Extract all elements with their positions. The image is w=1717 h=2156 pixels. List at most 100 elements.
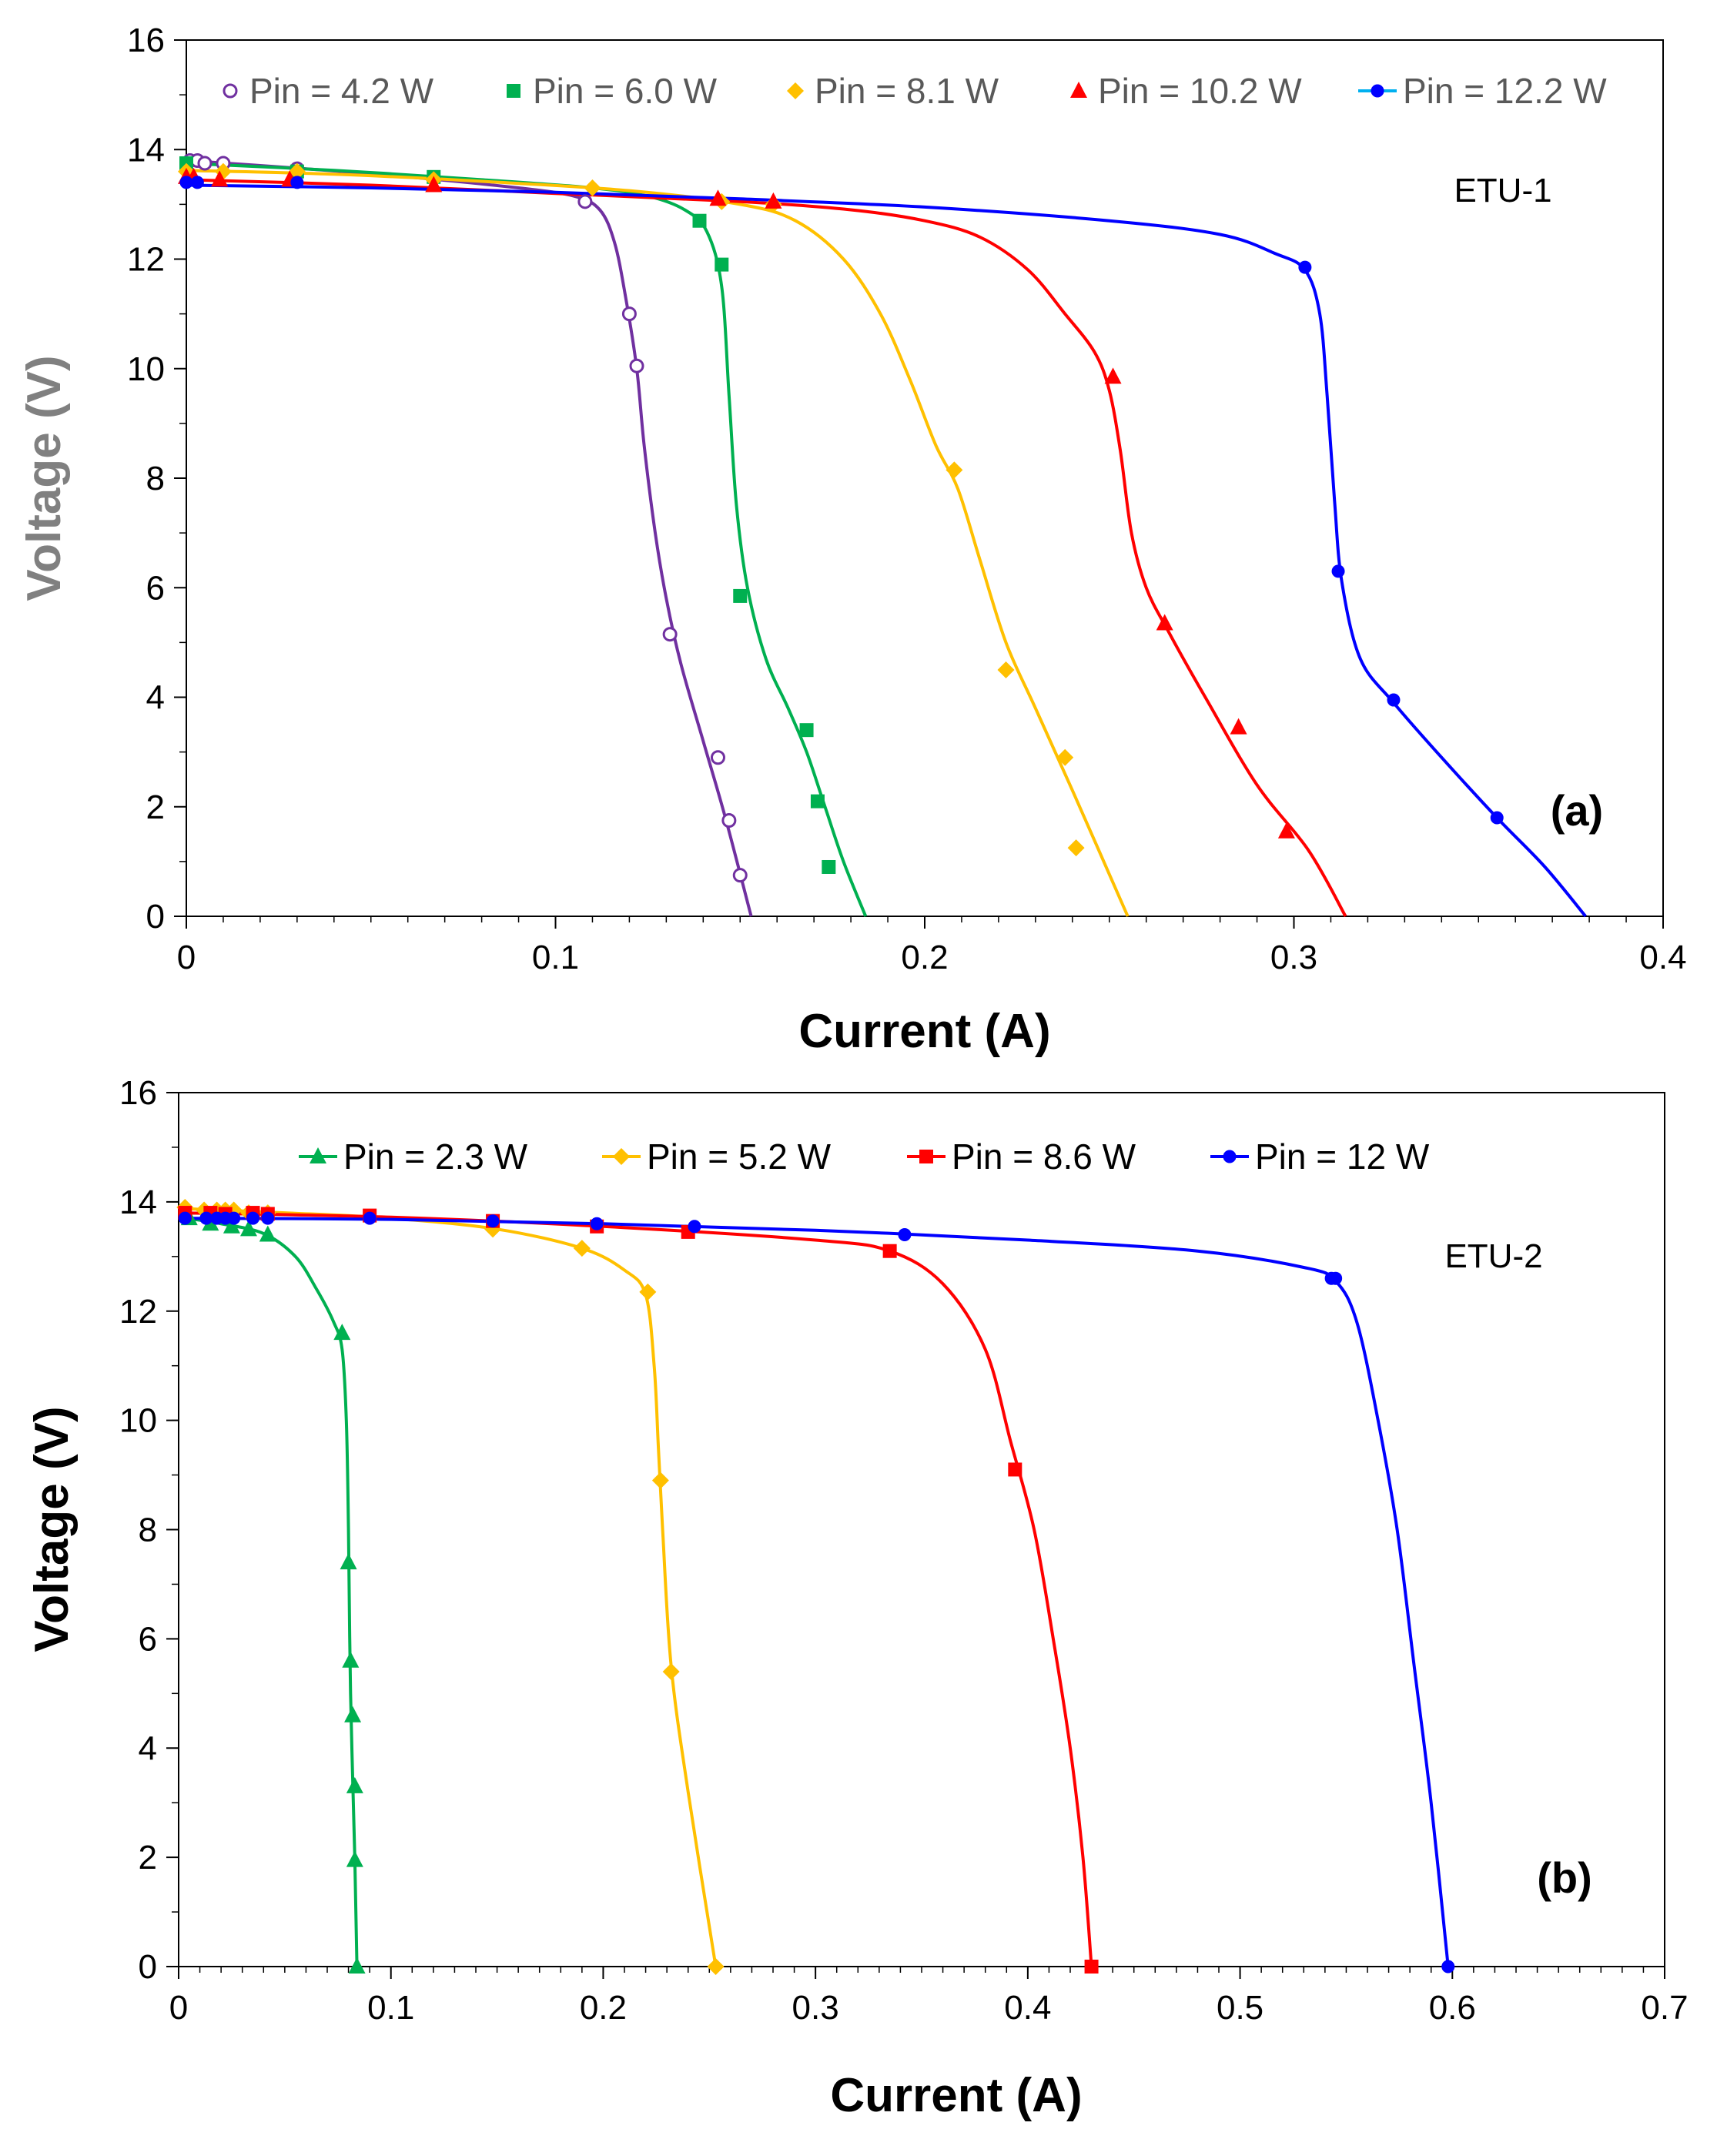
panel-b-point-pin-5_2-w [651,1471,669,1489]
panel-b-markers [176,1198,1455,1975]
panel-a-label: (a) [1551,786,1603,835]
panel-a-legend-marker-pin-6_0-w [507,84,520,98]
panel-a-curve-pin-6_0-w [186,162,868,917]
panel-a-point-pin-4_2-w [732,868,748,883]
panel-a-point-pin-4_2-w [577,194,593,209]
panel-a-y-tick-label: 2 [146,788,165,826]
panel-b-point-pin-5_2-w [707,1958,725,1975]
panel-a-point-pin-10_2-w [1156,614,1173,631]
panel-a-curves [186,159,1587,918]
panel-b-point-pin-12-w [1329,1271,1343,1285]
panel-a-x-tick-label: 0.2 [901,939,948,976]
panel-b-point-pin-2_3-w [340,1553,357,1570]
panel-b-y-tick-label: 12 [119,1293,157,1331]
panel-b-point-pin-12-w [261,1211,275,1225]
panel-b-point-pin-5_2-w [573,1240,591,1257]
panel-a-y-axis-title: Voltage (V) [18,355,71,601]
panel-a-markers [178,152,1504,883]
panel-a-x-tick-label: 0.4 [1639,939,1686,976]
panel-b-y-tick-label: 2 [139,1839,157,1876]
panel-a-point-pin-6_0-w [799,723,814,738]
panel-a-y-tick-label: 10 [127,350,165,388]
panel-a-x-axis-title: Current (A) [798,1005,1050,1058]
panel-a-x-tick-label: 0.3 [1270,939,1317,976]
panel-a-point-pin-10_2-w [1230,718,1247,735]
panel-b-point-pin-12-w [227,1211,241,1225]
panel-a-legend-marker-pin-8_1-w [787,82,804,99]
panel-b-x-tick-label: 0.4 [1004,1989,1051,2027]
panel-b-point-pin-2_3-w [223,1217,240,1234]
panel-b-y-tick-label: 0 [139,1948,157,1986]
panel-b-y-tick-label: 10 [119,1402,157,1440]
panel-b-plot-frame [178,1092,1665,1967]
panel-b-point-pin-12-w [898,1227,912,1241]
panel-a-point-pin-6_0-w [822,859,836,874]
panel-b-x-tick-label: 0.3 [792,1989,839,2027]
panel-a-legend-label-pin-12_2-w: Pin = 12.2 W [1403,71,1607,111]
panel-a-point-pin-6_0-w [692,213,707,228]
panel-a-point-pin-8_1-w [1067,839,1085,857]
panel-a-y-tick-label: 6 [146,569,165,607]
panel-b-point-pin-2_3-w [239,1220,257,1237]
panel-b-annotation: ETU-2 [1444,1237,1542,1275]
panel-b-point-pin-2_3-w [344,1706,362,1722]
panel-b-y-tick-label: 16 [119,1074,157,1112]
panel-b-legend-marker-pin-8_6-w [919,1150,933,1163]
panel-b-legend-label-pin-2_3-w: Pin = 2.3 W [343,1137,528,1177]
panel-a-annotation: ETU-1 [1454,172,1551,209]
panel-a-point-pin-4_2-w [629,358,644,373]
panel-a-point-pin-6_0-w [715,257,729,272]
panel-b-point-pin-2_3-w [333,1324,351,1341]
panel-b-x-tick-label: 0.6 [1429,1989,1476,2027]
panel-b-point-pin-8_6-w [1084,1960,1099,1974]
panel-b-point-pin-2_3-w [259,1225,276,1242]
panel-a-point-pin-10_2-w [425,176,443,192]
panel-b-curve-pin-8_6-w [178,1211,1093,1967]
panel-b-curve-pin-12-w [178,1217,1450,1967]
panel-b-point-pin-12-w [1441,1960,1455,1974]
panel-b-x-tick-label: 0.5 [1217,1989,1263,2027]
panel-a-y-tick-label: 0 [146,898,165,936]
panel-b-point-pin-12-w [590,1217,604,1230]
panel-b-legend-label-pin-5_2-w: Pin = 5.2 W [647,1137,832,1177]
panel-a-curve-pin-10_2-w [186,178,1347,917]
panel-b-point-pin-2_3-w [342,1651,360,1668]
panel-b-legend-marker-pin-2_3-w [310,1147,326,1163]
panel-b-curve-pin-2_3-w [178,1215,359,1967]
panel-b-point-pin-2_3-w [348,1957,366,1974]
panel-a-point-pin-4_2-w [662,627,678,642]
panel-b-point-pin-8_6-w [1008,1462,1023,1477]
panel-a-point-pin-6_0-w [810,794,825,808]
panel-a-y-tick-label: 4 [146,679,165,717]
panel-a-point-pin-4_2-w [710,750,725,765]
panel-a-point-pin-4_2-w [721,813,737,829]
panel-b-y-tick-label: 8 [139,1512,157,1549]
panel-b-legend-label-pin-12-w: Pin = 12 W [1255,1137,1430,1177]
panel-a-axes: 0 0.1 0.2 0.3 0.4 0 2 4 6 8 10 12 14 16 [127,22,1687,976]
panel-b-point-pin-12-w [363,1211,377,1225]
panel-b-point-pin-5_2-w [639,1283,657,1301]
panel-b-x-tick-label: 0.2 [580,1989,627,2027]
panel-b-point-pin-12-w [486,1214,500,1228]
panel-a-point-pin-10_2-w [1104,367,1122,384]
panel-a-point-pin-8_1-w [997,661,1015,678]
panel-b-point-pin-2_3-w [346,1850,363,1867]
panel-a-legend-marker-pin-10_2-w [1070,82,1087,98]
panel-b-curves [178,1207,1450,1967]
panel-a-point-pin-8_1-w [1056,748,1074,766]
panel-b-point-pin-8_6-w [882,1244,897,1258]
panel-a-point-pin-12_2-w [290,176,304,189]
panel-b-x-tick-label: 0.7 [1641,1989,1688,2027]
panel-a-y-tick-label: 8 [146,460,165,497]
panel-b-y-tick-label: 6 [139,1620,157,1658]
panel-a-legend-label-pin-10_2-w: Pin = 10.2 W [1098,71,1302,111]
panel-b-label: (b) [1537,1853,1592,1902]
panel-a-point-pin-12_2-w [1298,260,1312,274]
panel-b-curve-pin-5_2-w [178,1207,718,1967]
panel-b-y-tick-label: 4 [139,1729,157,1767]
panel-a-legend-label-pin-4_2-w: Pin = 4.2 W [249,71,434,111]
panel-a-x-tick-label: 0 [177,939,196,976]
panel-a-legend-label-pin-6_0-w: Pin = 6.0 W [533,71,718,111]
panel-b: 0 0.1 0.2 0.3 0.4 0.5 0.6 0.7 0 2 4 6 8 10 12 14 16 Pin … [25,1074,1689,2122]
